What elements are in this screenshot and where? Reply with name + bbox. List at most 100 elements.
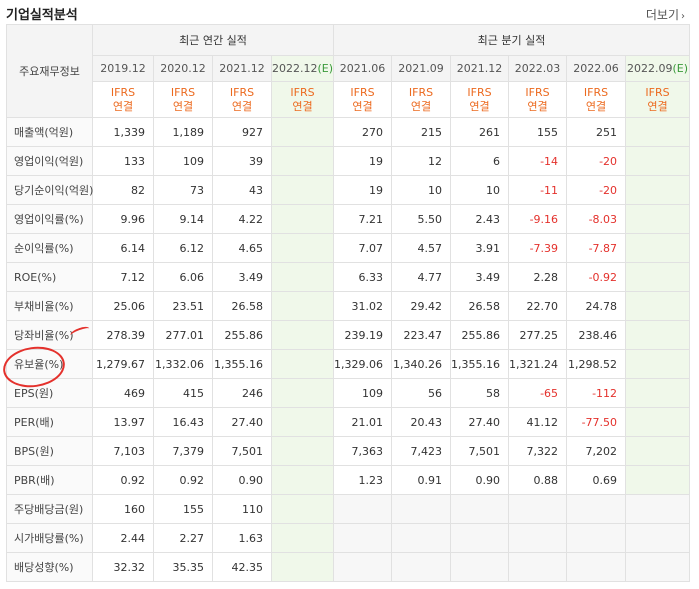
standard-line1: IFRS xyxy=(408,85,434,99)
table-row: BPS(원) 7,103 7,379 7,501 7,363 7,423 7,501 7,32… xyxy=(6,436,691,466)
table-cell: -8.03 xyxy=(566,204,627,234)
table-cell: 255.86 xyxy=(450,320,510,350)
table-cell: -7.39 xyxy=(508,233,568,263)
standard-line2: 연결 xyxy=(292,99,313,113)
more-link[interactable]: 더보기 › xyxy=(646,6,685,23)
table-row: 배당성향(%) 32.32 35.35 42.35 xyxy=(6,552,691,582)
table-cell xyxy=(625,378,691,408)
table-cell xyxy=(270,262,335,292)
table-cell: 7,423 xyxy=(391,436,452,466)
table-cell xyxy=(625,175,691,205)
table-row: 영업이익률(%) 9.96 9.14 4.22 7.21 5.50 2.43 -9.16 -8.… xyxy=(6,204,691,234)
standard-line1: IFRS xyxy=(467,85,492,99)
table-cell: 0.90 xyxy=(450,465,510,495)
table-cell: 23.51 xyxy=(153,291,213,321)
table-cell: 39 xyxy=(212,146,272,176)
table-cell xyxy=(625,436,691,466)
standard-line2: 연결 xyxy=(647,99,668,113)
table-cell: 3.49 xyxy=(212,262,272,292)
row-label: BPS(원) xyxy=(6,436,93,466)
table-cell: 1,279.67 xyxy=(92,349,154,379)
table-row: 시가배당률(%) 2.44 2.27 1.63 xyxy=(6,523,691,553)
table-cell xyxy=(625,233,691,263)
table-cell: 155 xyxy=(508,117,568,147)
table-cell xyxy=(625,349,691,379)
table-row: 부채비율(%) 25.06 23.51 26.58 31.02 29.42 26.58 22.… xyxy=(6,291,691,321)
table-cell: 3.91 xyxy=(450,233,510,263)
table-row: 유보율(%) 1,279.67 1,332.06 1,355.16 1,329.06 1,… xyxy=(6,349,691,379)
row-label: PER(배) xyxy=(6,407,93,437)
table-cell: 82 xyxy=(92,175,154,205)
table-cell: -9.16 xyxy=(508,204,568,234)
table-cell: 239.19 xyxy=(333,320,393,350)
accounting-standard: IFRS 연결 xyxy=(270,81,335,118)
standard-line2: 연결 xyxy=(112,99,134,113)
table-cell xyxy=(625,523,691,553)
table-cell: 21.01 xyxy=(333,407,393,437)
table-cell: 246 xyxy=(212,378,272,408)
standard-line1: IFRS xyxy=(170,85,196,99)
table-cell: 255.86 xyxy=(212,320,272,350)
table-cell: 19 xyxy=(333,146,393,176)
table-cell: 7.21 xyxy=(333,204,393,234)
accounting-standard: IFRS 연결 xyxy=(212,81,272,118)
table-row: PER(배) 13.97 16.43 27.40 21.01 20.43 27.40 41.1… xyxy=(6,407,691,437)
table-cell: 0.90 xyxy=(212,465,272,495)
period-header: 2021.12 xyxy=(450,55,510,82)
table-cell: 2.44 xyxy=(92,523,154,553)
table-cell: 155 xyxy=(153,494,213,524)
table-cell: 1,340.26 xyxy=(391,349,452,379)
table-cell xyxy=(270,378,335,408)
table-cell xyxy=(625,291,691,321)
table-row: 주당배당금(원) 160 155 110 xyxy=(6,494,691,524)
row-label: 배당성향(%) xyxy=(6,552,93,582)
table-cell: 41.12 xyxy=(508,407,568,437)
table-cell: 7,363 xyxy=(333,436,393,466)
table-cell: 27.40 xyxy=(212,407,272,437)
table-cell: 4.77 xyxy=(391,262,452,292)
table-cell xyxy=(270,291,335,321)
table-cell: 1,332.06 xyxy=(153,349,213,379)
table-cell: 26.58 xyxy=(450,291,510,321)
table-cell: 215 xyxy=(391,117,452,147)
table-cell: 31.02 xyxy=(333,291,393,321)
table-cell: -77.50 xyxy=(566,407,627,437)
table-cell: 7,202 xyxy=(566,436,627,466)
table-cell: 469 xyxy=(92,378,154,408)
row-label: PBR(배) xyxy=(6,465,93,495)
table-cell: 4.65 xyxy=(212,233,272,263)
table-cell xyxy=(270,117,335,147)
table-cell: 277.25 xyxy=(508,320,568,350)
table-cell: 42.35 xyxy=(212,552,272,582)
financial-table: 주요재무정보 최근 연간 실적 최근 분기 실적 2019.12 2020.12 2… xyxy=(6,24,691,582)
table-cell xyxy=(625,494,691,524)
standard-line2: 연결 xyxy=(527,99,548,113)
period-header: 2021.06 xyxy=(333,55,393,82)
table-cell xyxy=(625,117,691,147)
row-label: 부채비율(%) xyxy=(6,291,93,321)
table-cell xyxy=(625,262,691,292)
accounting-standard: IFRS 연결 xyxy=(333,81,393,118)
row-label: 당기순이익(억원) xyxy=(6,175,93,205)
table-cell: 35.35 xyxy=(153,552,213,582)
table-cell xyxy=(508,523,568,553)
table-cell: 1,355.16 xyxy=(212,349,272,379)
table-cell xyxy=(450,523,510,553)
table-cell: 7.07 xyxy=(333,233,393,263)
table-cell: 4.57 xyxy=(391,233,452,263)
table-cell xyxy=(566,552,627,582)
table-cell: 6.12 xyxy=(153,233,213,263)
table-cell: 6.06 xyxy=(153,262,213,292)
table-cell: 29.42 xyxy=(391,291,452,321)
section-title: 기업실적분석 xyxy=(6,8,78,23)
table-cell xyxy=(270,523,335,553)
table-row: 순이익률(%) 6.14 6.12 4.65 7.07 4.57 3.91 -7.39 -7.8… xyxy=(6,233,691,263)
table-cell: 10 xyxy=(391,175,452,205)
table-cell: 9.96 xyxy=(92,204,154,234)
table-cell xyxy=(270,146,335,176)
table-cell: 10 xyxy=(450,175,510,205)
table-cell: 1,298.52 xyxy=(566,349,627,379)
table-cell xyxy=(625,465,691,495)
table-cell: 270 xyxy=(333,117,393,147)
row-label: 영업이익률(%) xyxy=(6,204,93,234)
